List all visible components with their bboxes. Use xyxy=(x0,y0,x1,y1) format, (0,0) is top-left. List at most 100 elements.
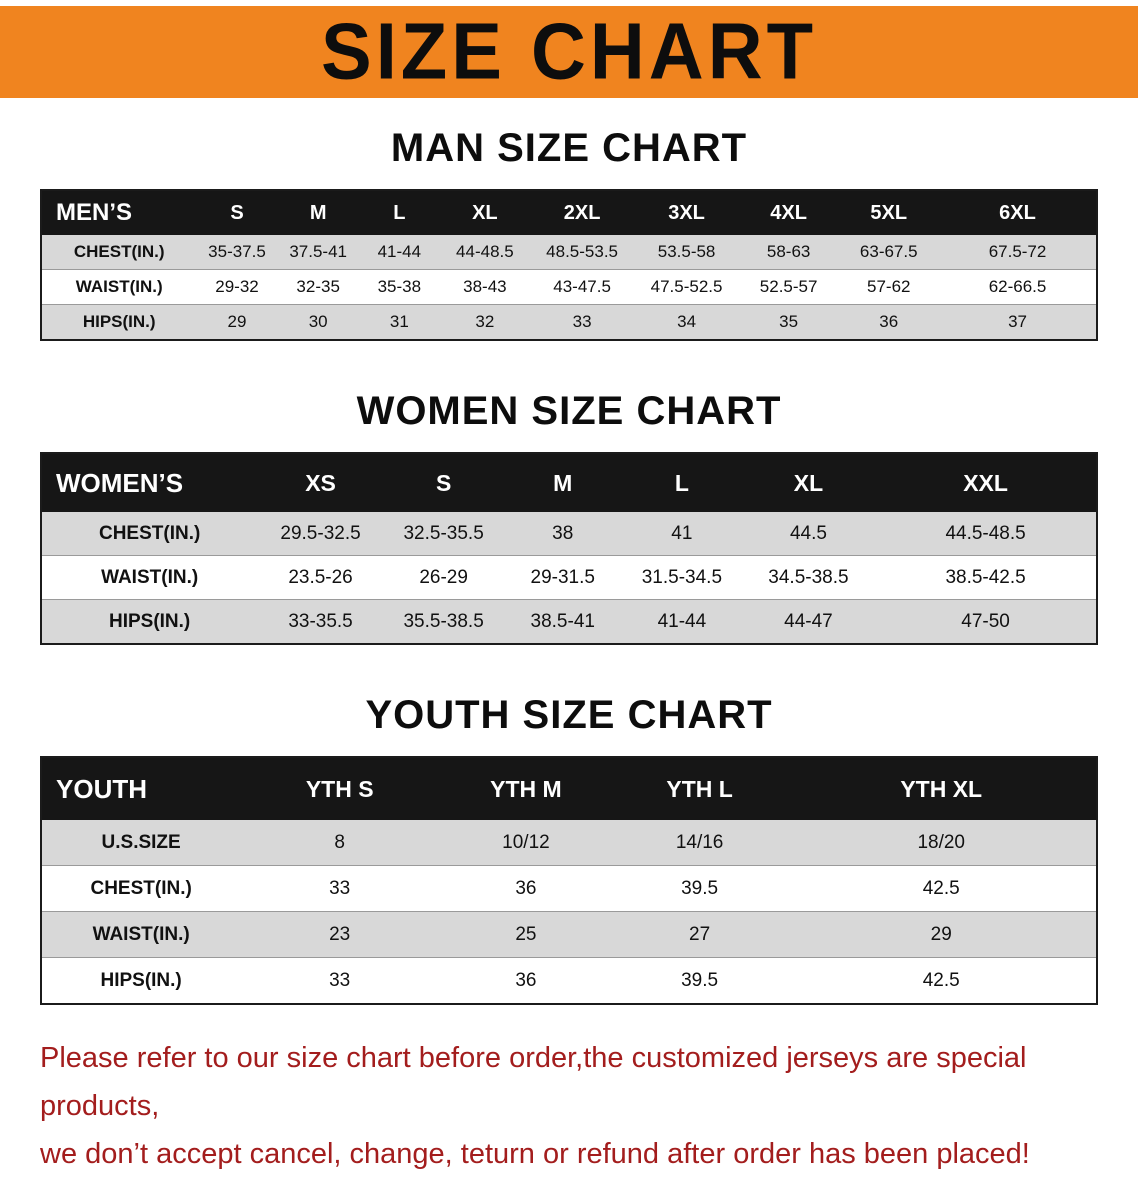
size-value: 33-35.5 xyxy=(288,610,353,632)
size-value: 37.5-41 xyxy=(277,235,359,270)
size-value: 53.5-58 xyxy=(634,235,739,270)
banner: SIZE CHART xyxy=(0,6,1138,98)
disclaimer: Please refer to our size chart before or… xyxy=(0,1035,1138,1179)
sections: MAN SIZE CHART MEN’S S M L XL 2XL 3XL 4XL 5XL 6XL C… xyxy=(0,126,1138,1005)
size-value: 25 xyxy=(439,911,613,958)
women-section-heading: WOMEN SIZE CHART xyxy=(356,389,782,433)
size-column-header: 5XL xyxy=(838,190,940,235)
size-column-header: 2XL xyxy=(529,190,635,235)
size-column-header: XL xyxy=(439,190,530,235)
size-value: 18/20 xyxy=(786,820,1097,866)
youth-size-table: YOUTH YTH S YTH M YTH L YTH XL U.S.SIZE 8 10/12… xyxy=(40,756,1098,1005)
size-value: 47.5-52.5 xyxy=(634,269,739,305)
row-label: HIPS(IN.) xyxy=(82,312,156,331)
size-value: 42.5 xyxy=(922,969,960,991)
size-value: 44-48.5 xyxy=(439,235,530,270)
size-value: 41 xyxy=(622,512,742,556)
women-size-chart-section: WOMEN SIZE CHART WOMEN’S XS S M L XL XXL CHEST(I… xyxy=(40,389,1098,645)
size-value: 33 xyxy=(572,312,592,331)
group-label: MEN’S xyxy=(41,190,197,235)
disclaimer-line-2: we don’t accept cancel, change, teturn o… xyxy=(40,1137,1030,1170)
size-value: 29 xyxy=(227,312,247,331)
size-value: 48.5-53.5 xyxy=(529,235,635,270)
size-column-header: XXL xyxy=(875,453,1097,512)
youth-section-heading: YOUTH SIZE CHART xyxy=(365,693,773,737)
size-value: 23 xyxy=(240,911,440,958)
group-label: WOMEN’S xyxy=(41,453,258,512)
row-label: HIPS(IN.) xyxy=(100,969,182,991)
header-row: MEN’S S M L XL 2XL 3XL 4XL 5XL 6XL xyxy=(41,190,1097,235)
size-value: 14/16 xyxy=(612,820,787,866)
size-value: 29 xyxy=(786,911,1097,958)
row-label: WAIST(IN.) xyxy=(41,555,258,600)
size-column-header: YTH S xyxy=(240,757,440,820)
size-value: 34.5-38.5 xyxy=(741,555,876,600)
size-value: 35.5-38.5 xyxy=(403,610,484,632)
size-column-header: 6XL xyxy=(939,190,1097,235)
size-column-header: M xyxy=(277,190,359,235)
header-row: WOMEN’S XS S M L XL XXL xyxy=(41,453,1097,512)
size-value: 43-47.5 xyxy=(529,269,635,305)
size-column-header: L xyxy=(622,453,742,512)
size-value: 27 xyxy=(612,911,787,958)
size-column-header: M xyxy=(503,453,623,512)
row-label: CHEST(IN.) xyxy=(41,865,241,912)
size-value: 44.5-48.5 xyxy=(875,512,1097,556)
size-value: 39.5 xyxy=(681,969,719,991)
size-value: 35-37.5 xyxy=(196,235,278,270)
size-value: 52.5-57 xyxy=(738,269,839,305)
size-value: 57-62 xyxy=(838,269,940,305)
size-value: 23.5-26 xyxy=(257,555,384,600)
size-value: 36 xyxy=(879,312,899,331)
table-row: WAIST(IN.) 29-32 32-35 35-38 38-43 43-47.5 47.… xyxy=(41,269,1097,305)
size-value: 41-44 xyxy=(657,610,707,632)
size-value: 32-35 xyxy=(277,269,359,305)
group-label: YOUTH xyxy=(41,757,241,820)
table-row: CHEST(IN.) 29.5-32.5 32.5-35.5 38 41 44.5 44.5… xyxy=(41,512,1097,556)
size-value: 33 xyxy=(240,865,440,912)
size-column-header: 3XL xyxy=(634,190,739,235)
row-label: HIPS(IN.) xyxy=(108,610,191,632)
youth-size-chart-section: YOUTH SIZE CHART YOUTH YTH S YTH M YTH L YTH … xyxy=(40,693,1098,1005)
size-value: 58-63 xyxy=(738,235,839,270)
table-row: CHEST(IN.) 33 36 39.5 42.5 xyxy=(41,865,1097,912)
size-value: 29-31.5 xyxy=(503,555,623,600)
row-label: WAIST(IN.) xyxy=(41,269,197,305)
size-value: 42.5 xyxy=(786,865,1097,912)
table-row: HIPS(IN.) 33 36 39.5 42.5 xyxy=(41,957,1097,1004)
header-row: YOUTH YTH S YTH M YTH L YTH XL xyxy=(41,757,1097,820)
size-value: 47-50 xyxy=(961,610,1010,632)
size-column-header: XS xyxy=(257,453,384,512)
size-value: 62-66.5 xyxy=(939,269,1097,305)
size-value: 38 xyxy=(503,512,623,556)
women-size-table: WOMEN’S XS S M L XL XXL CHEST(IN.) 29.5-32.5 32.5… xyxy=(40,452,1098,645)
size-column-header: S xyxy=(196,190,278,235)
size-value: 30 xyxy=(308,312,328,331)
size-value: 8 xyxy=(240,820,440,866)
size-column-header: YTH L xyxy=(612,757,787,820)
size-value: 67.5-72 xyxy=(939,235,1097,270)
size-value: 37 xyxy=(1008,312,1027,331)
size-value: 10/12 xyxy=(439,820,613,866)
size-value: 44.5 xyxy=(741,512,876,556)
size-value: 33 xyxy=(329,969,351,991)
size-column-header: XL xyxy=(741,453,876,512)
size-value: 32.5-35.5 xyxy=(383,512,504,556)
size-column-header: 4XL xyxy=(738,190,839,235)
size-value: 31.5-34.5 xyxy=(622,555,742,600)
page-title: SIZE CHART xyxy=(321,6,817,97)
men-size-chart-section: MAN SIZE CHART MEN’S S M L XL 2XL 3XL 4XL 5XL 6XL C… xyxy=(40,126,1098,341)
size-value: 32 xyxy=(475,312,495,331)
size-value: 41-44 xyxy=(358,235,440,270)
size-value: 26-29 xyxy=(383,555,504,600)
row-label: WAIST(IN.) xyxy=(41,911,241,958)
men-section-heading: MAN SIZE CHART xyxy=(390,126,748,170)
table-row: CHEST(IN.) 35-37.5 37.5-41 41-44 44-48.5 48.5… xyxy=(41,235,1097,270)
size-value: 44-47 xyxy=(784,610,833,632)
size-value: 35-38 xyxy=(358,269,440,305)
table-row: U.S.SIZE 8 10/12 14/16 18/20 xyxy=(41,820,1097,866)
size-value: 29.5-32.5 xyxy=(257,512,384,556)
row-label: CHEST(IN.) xyxy=(41,235,197,270)
size-value: 36 xyxy=(439,865,613,912)
size-value: 36 xyxy=(515,969,537,991)
